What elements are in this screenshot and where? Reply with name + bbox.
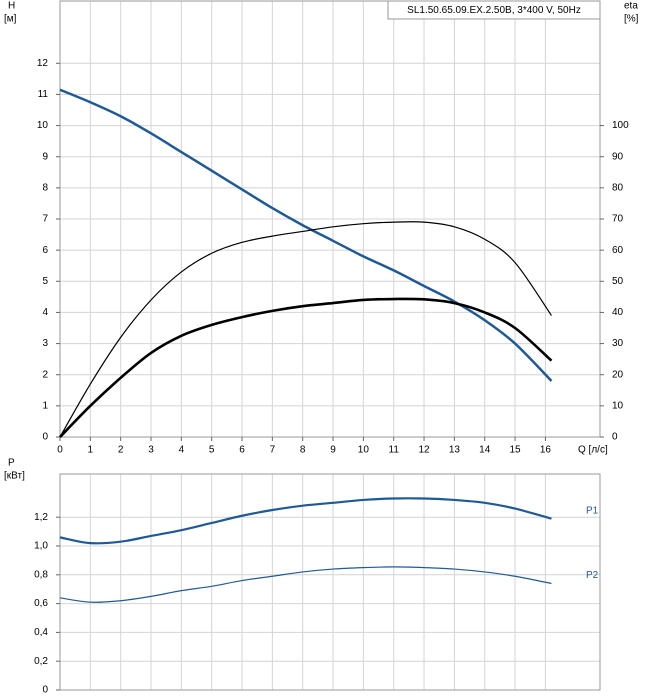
y-label: P [8, 458, 15, 469]
x-tick-label: 16 [540, 445, 552, 456]
x-tick-label: 13 [449, 445, 461, 456]
y-tick-label: 11 [38, 89, 49, 100]
curve [59, 497, 552, 545]
y-tick-label: 3 [42, 338, 48, 349]
y-tick-label: 2 [42, 369, 48, 380]
y2-label: eta [624, 1, 638, 12]
x-tick-label: 2 [118, 445, 124, 456]
y-tick-label: 0 [42, 685, 48, 696]
y2-unit: [%] [624, 14, 639, 25]
y-tick-label: 0,8 [34, 569, 48, 580]
y2-tick-label: 100 [612, 120, 629, 131]
y-unit: [м] [4, 14, 17, 25]
y-tick-label: 7 [42, 214, 48, 225]
curve [59, 221, 552, 438]
series-label: P2 [586, 570, 599, 581]
x-tick-label: 3 [148, 445, 154, 456]
y-tick-label: 1,2 [34, 512, 48, 523]
series-label: P1 [586, 505, 599, 516]
y-tick-label: 1 [42, 400, 48, 411]
y-tick-label: 9 [42, 151, 48, 162]
y2-tick-label: 80 [612, 182, 624, 193]
y-tick-label: 0,4 [34, 627, 48, 638]
curve [59, 88, 553, 382]
x-tick-label: 4 [179, 445, 185, 456]
title-box [387, 0, 601, 20]
y2-tick-label: 60 [612, 245, 624, 256]
curve [59, 297, 553, 438]
x-tick-label: 6 [239, 445, 245, 456]
y-tick-label: 1,0 [34, 541, 48, 552]
y-tick-label: 5 [42, 276, 48, 287]
y-tick-label: 6 [42, 245, 48, 256]
x-tick-label: 9 [330, 445, 336, 456]
y-tick-label: 8 [42, 182, 48, 193]
x-tick-label: 7 [270, 445, 276, 456]
y2-tick-label: 50 [612, 276, 624, 287]
y-tick-label: 0,2 [34, 656, 48, 667]
y2-tick-label: 10 [612, 400, 624, 411]
x-tick-label: 1 [88, 445, 94, 456]
plot-frame [59, 473, 601, 691]
y-tick-label: 0 [42, 432, 48, 443]
x-label: Q [л/с] [578, 445, 608, 456]
y-tick-label: 12 [37, 58, 49, 69]
y-unit: [кВт] [4, 471, 25, 482]
y2-tick-label: 20 [612, 369, 624, 380]
y-tick-label: 0,6 [34, 598, 48, 609]
y2-tick-label: 40 [612, 307, 624, 318]
y2-tick-label: 90 [612, 151, 624, 162]
x-tick-label: 10 [358, 445, 370, 456]
y-label: H [8, 1, 15, 12]
curve [59, 566, 552, 603]
x-tick-label: 0 [57, 445, 63, 456]
x-tick-label: 14 [479, 445, 491, 456]
x-tick-label: 5 [209, 445, 215, 456]
x-tick-label: 11 [389, 445, 400, 456]
x-tick-label: 15 [509, 445, 521, 456]
x-tick-label: 12 [418, 445, 430, 456]
y2-tick-label: 30 [612, 338, 624, 349]
chart-title: SL1.50.65.09.EX.2.50B, 3*400 V, 50Hz [407, 5, 581, 16]
y2-tick-label: 70 [612, 214, 624, 225]
y2-tick-label: 0 [612, 432, 618, 443]
y-tick-label: 10 [37, 120, 49, 131]
y-tick-label: 4 [42, 307, 48, 318]
x-tick-label: 8 [300, 445, 306, 456]
